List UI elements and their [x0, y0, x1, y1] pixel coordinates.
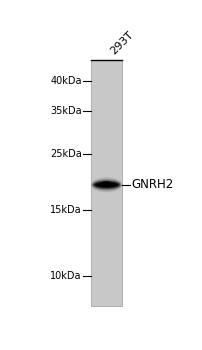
Text: 15kDa: 15kDa: [50, 205, 82, 216]
Ellipse shape: [98, 183, 116, 186]
Ellipse shape: [91, 177, 122, 192]
Text: GNRH2: GNRH2: [132, 178, 174, 191]
Ellipse shape: [101, 182, 110, 186]
Text: 35kDa: 35kDa: [50, 106, 82, 116]
Ellipse shape: [103, 182, 108, 185]
Text: 10kDa: 10kDa: [50, 272, 82, 281]
Ellipse shape: [94, 182, 119, 188]
Text: 25kDa: 25kDa: [50, 149, 82, 159]
Text: 40kDa: 40kDa: [50, 76, 82, 86]
Ellipse shape: [100, 181, 112, 187]
Ellipse shape: [96, 183, 118, 187]
Ellipse shape: [92, 179, 122, 190]
Bar: [91, 60, 122, 306]
Text: 293T: 293T: [108, 29, 135, 56]
Ellipse shape: [93, 181, 120, 189]
